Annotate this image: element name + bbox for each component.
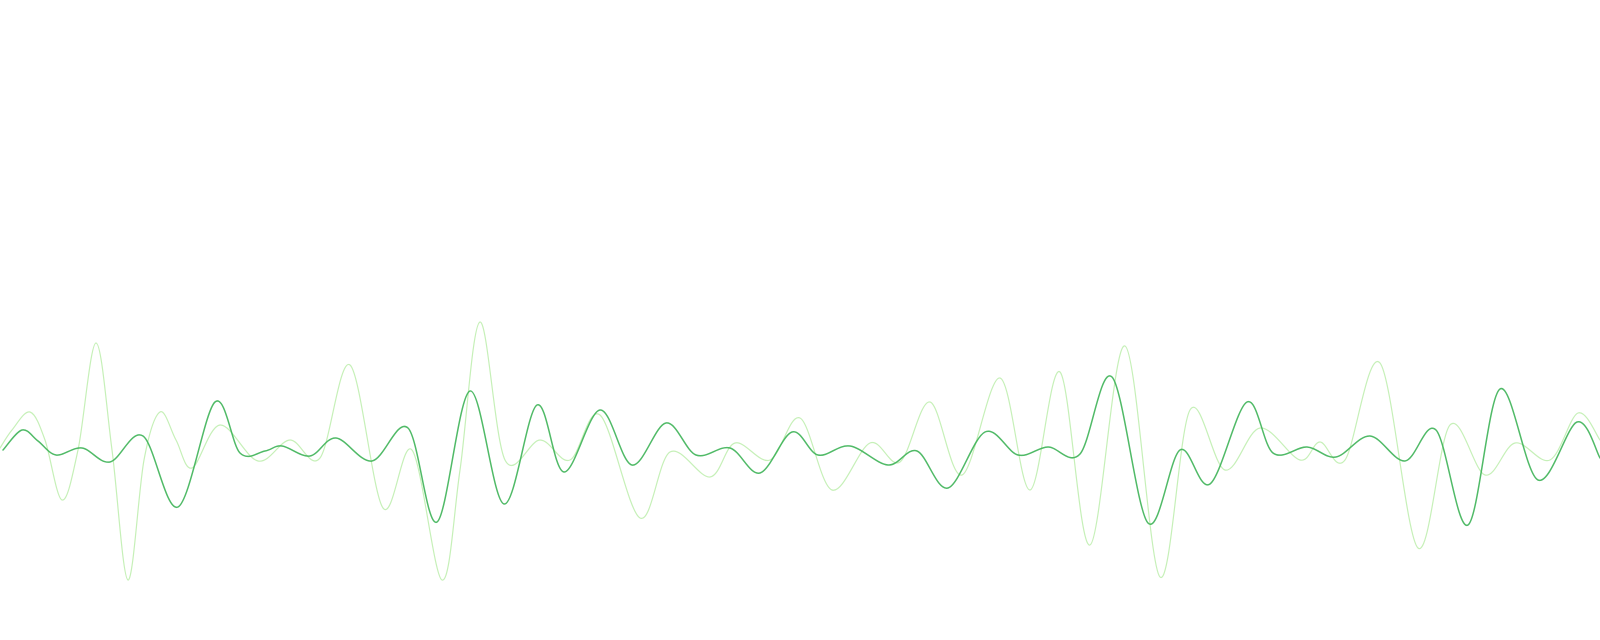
waveforms bbox=[0, 321, 1600, 581]
waveform-light bbox=[0, 321, 1600, 581]
waveform-dark bbox=[2, 375, 1600, 526]
